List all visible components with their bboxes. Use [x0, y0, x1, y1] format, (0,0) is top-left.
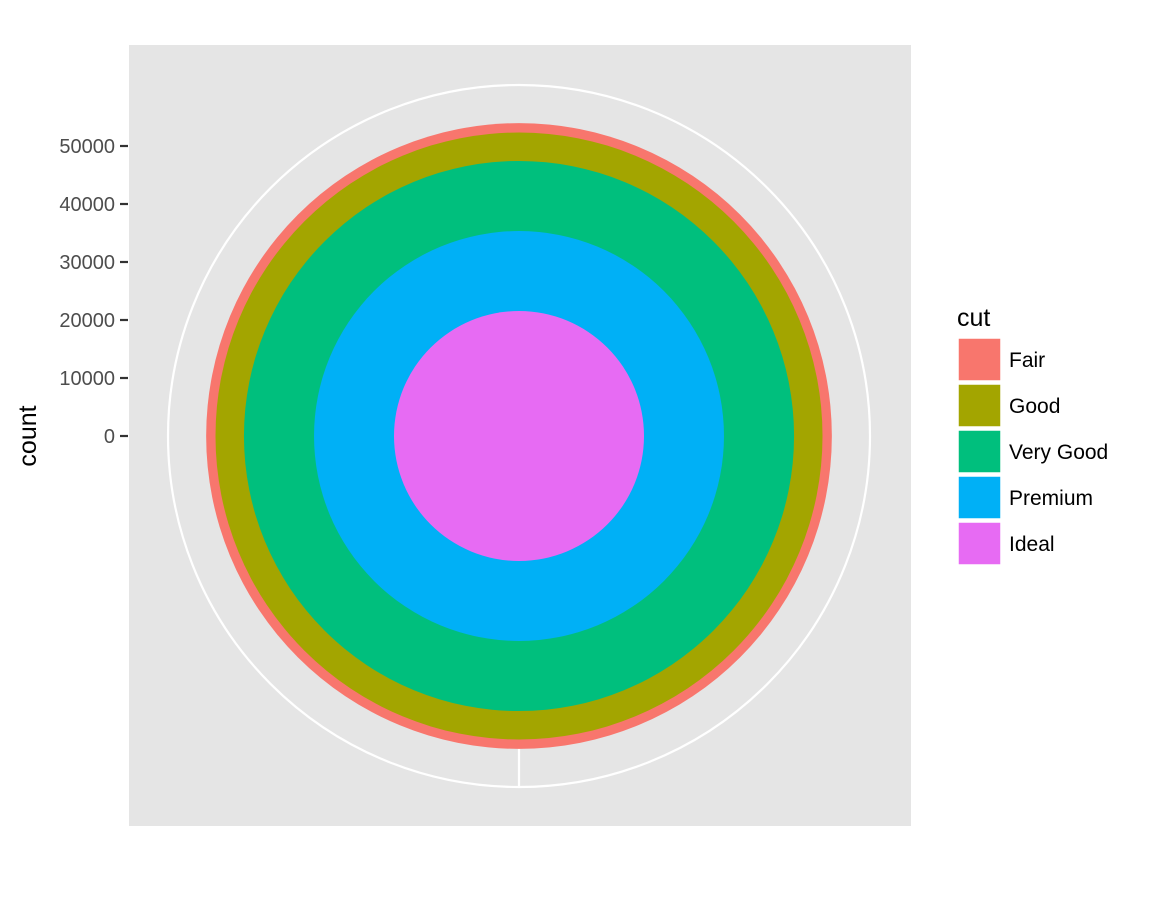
legend-key-fair	[957, 337, 1002, 382]
legend-label: Premium	[1009, 487, 1093, 510]
legend-label: Ideal	[1009, 533, 1055, 556]
y-tick-label: 20000	[59, 310, 115, 332]
y-axis: 0 10000 20000 30000 40000 50000	[59, 136, 128, 448]
legend-key-premium	[957, 475, 1002, 520]
y-tick-label: 50000	[59, 136, 115, 158]
legend-key-ideal	[957, 521, 1002, 566]
legend-label: Very Good	[1009, 441, 1108, 464]
ring-ideal	[394, 311, 644, 561]
legend-key-very-good	[957, 429, 1002, 474]
y-tick-label: 0	[104, 426, 115, 448]
rings-group	[206, 123, 832, 749]
legend-title: cut	[957, 304, 990, 332]
y-axis-title: count	[14, 405, 42, 466]
legend-label: Good	[1009, 395, 1060, 418]
y-tick-label: 30000	[59, 252, 115, 274]
y-tick-label: 10000	[59, 368, 115, 390]
legend-key-good	[957, 383, 1002, 428]
y-tick-label: 40000	[59, 194, 115, 216]
legend: cut Fair Good Very Good Premium Ideal	[957, 304, 1108, 566]
legend-label: Fair	[1009, 349, 1045, 372]
